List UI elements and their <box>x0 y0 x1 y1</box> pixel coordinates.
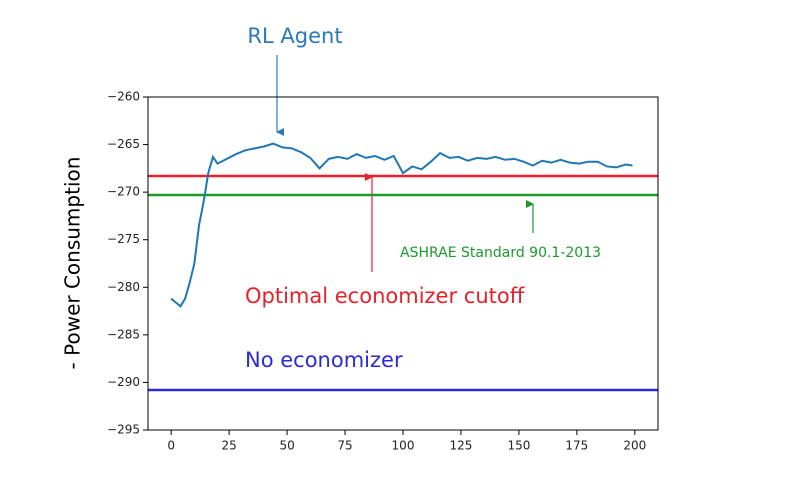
annotation: ASHRAE Standard 90.1-2013 <box>400 245 601 261</box>
annotation: No economizer <box>245 348 403 372</box>
y-tick-label: −260 <box>107 90 140 104</box>
y-tick-label: −275 <box>107 232 140 246</box>
x-tick-label: 125 <box>450 439 473 453</box>
x-tick-label: 75 <box>337 439 352 453</box>
x-tick-label: 25 <box>221 439 236 453</box>
y-tick-label: −295 <box>107 423 140 437</box>
x-tick-label: 150 <box>507 439 530 453</box>
y-tick-label: −280 <box>107 280 140 294</box>
series-line <box>170 142 633 308</box>
annotation: Optimal economizer cutoff <box>245 284 525 308</box>
x-tick-label: 100 <box>392 439 415 453</box>
x-tick-label: 50 <box>279 439 294 453</box>
y-axis-label: - Power Consumption <box>61 157 85 370</box>
y-tick-label: −270 <box>107 185 140 199</box>
x-tick-label: 200 <box>623 439 646 453</box>
x-tick-label: 0 <box>167 439 175 453</box>
x-tick-label: 175 <box>565 439 588 453</box>
plot-frame <box>147 96 659 431</box>
annotation: RL Agent <box>247 24 342 48</box>
y-tick-label: −290 <box>107 375 140 389</box>
y-tick-label: −285 <box>107 327 140 341</box>
y-tick-label: −265 <box>107 137 140 151</box>
